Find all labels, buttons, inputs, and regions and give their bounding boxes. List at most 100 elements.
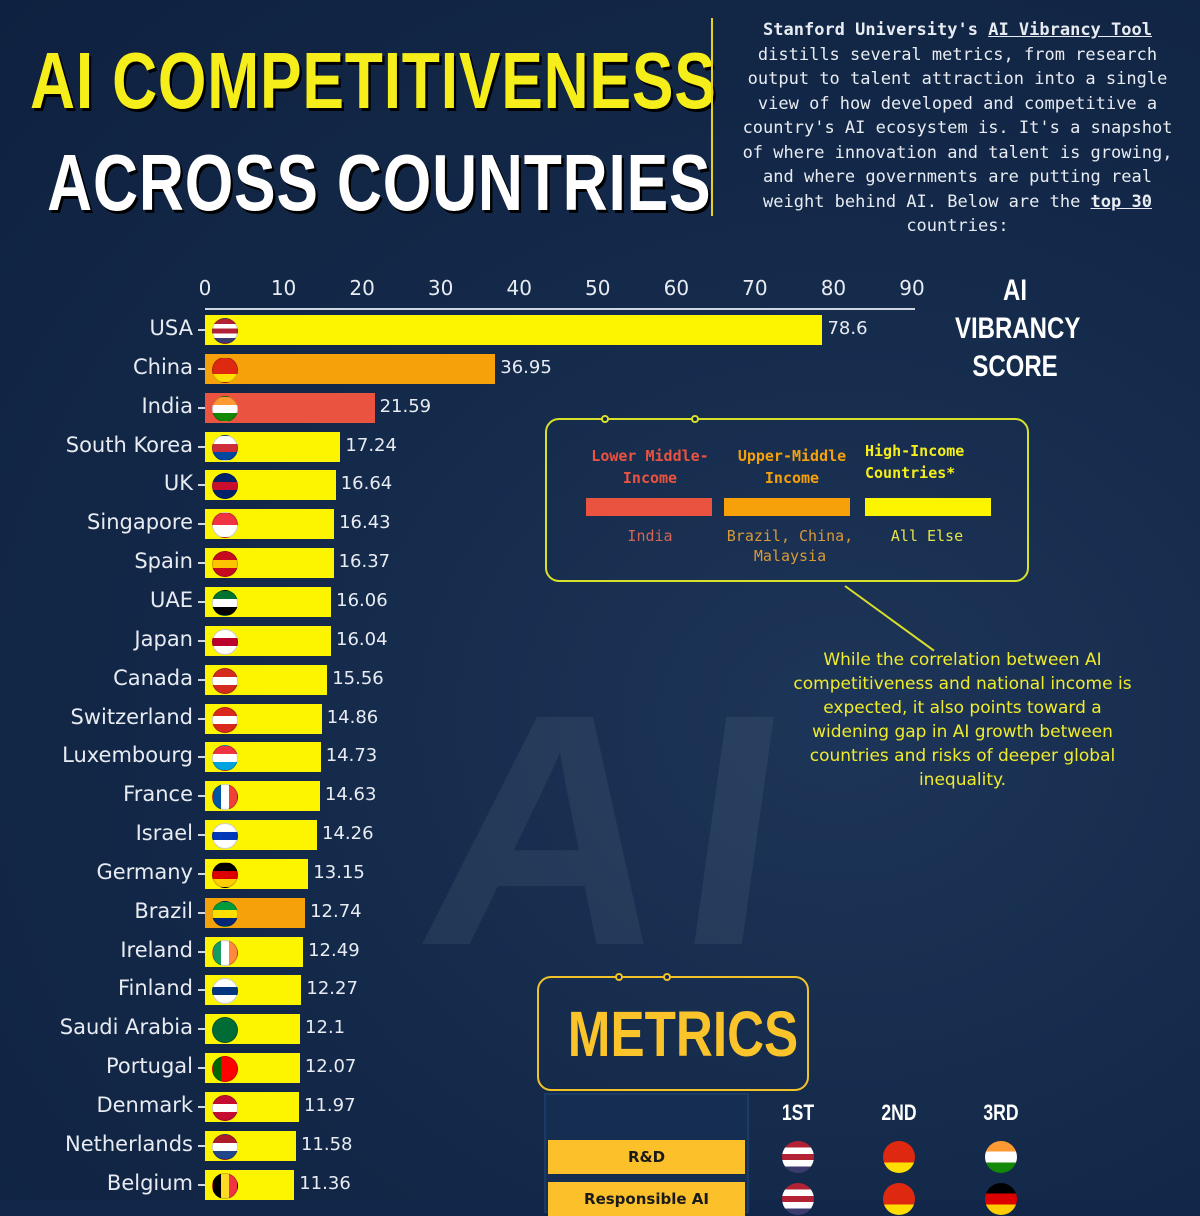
flag-icon <box>212 861 238 888</box>
flag-icon <box>212 1056 238 1083</box>
circuit-dot <box>691 415 699 423</box>
value-label: 13.15 <box>313 861 365 883</box>
flag-icon <box>212 900 238 927</box>
y-tick <box>198 756 205 759</box>
flag-icon <box>782 1141 814 1173</box>
y-tick <box>198 872 205 875</box>
x-tick-label: 50 <box>585 276 611 300</box>
y-tick <box>198 329 205 331</box>
country-label: Japan <box>134 626 193 651</box>
y-tick <box>198 1144 205 1147</box>
legend-lower-swatch <box>586 498 712 516</box>
country-label: UK <box>163 471 193 496</box>
flag-icon <box>212 823 238 850</box>
legend-high-swatch <box>865 498 991 516</box>
y-tick <box>198 1183 205 1186</box>
y-tick <box>198 445 205 448</box>
flag-icon <box>883 1141 915 1173</box>
flag-icon <box>212 628 238 655</box>
chart-row: UK 16.64 <box>0 470 1200 501</box>
chart-row: France 14.63 <box>0 781 1200 812</box>
chart-row: Denmark 11.97 <box>0 1092 1200 1122</box>
x-tick-label: 0 <box>198 276 212 300</box>
flag-icon <box>985 1183 1017 1215</box>
flag-icon <box>212 1172 238 1199</box>
y-tick <box>198 484 205 487</box>
country-label: Finland <box>117 976 193 1001</box>
chart-row: Japan 16.04 <box>0 625 1200 656</box>
country-label: India <box>141 393 193 418</box>
metrics-rank-header: 1ST <box>781 1100 815 1125</box>
value-label: 16.06 <box>336 589 388 611</box>
flag-icon <box>212 318 238 344</box>
ai-vibrancy-tool-link[interactable]: AI Vibrancy Tool <box>988 20 1152 40</box>
y-tick <box>198 911 205 914</box>
value-label: 11.58 <box>300 1133 353 1155</box>
country-label: USA <box>149 316 193 340</box>
value-label: 12.07 <box>304 1056 357 1078</box>
flag-icon <box>212 745 238 772</box>
legend-lower-members: India <box>627 527 673 545</box>
flag-icon <box>212 1133 238 1160</box>
country-label: Germany <box>96 859 193 884</box>
y-tick <box>198 717 205 720</box>
y-tick <box>198 639 205 642</box>
x-tick-label: 90 <box>899 276 925 300</box>
page-title: AI COMPETITIVENESS ACROSS COUNTRIES <box>30 30 717 234</box>
country-label: Singapore <box>87 510 193 535</box>
chart-row: Canada 15.56 <box>0 664 1200 695</box>
country-label: China <box>133 354 193 379</box>
chart-row: India 21.59 <box>0 392 1200 423</box>
y-tick <box>198 1067 205 1070</box>
chart-row: Singapore 16.43 <box>0 509 1200 540</box>
chart-row: Brazil 12.74 <box>0 897 1200 928</box>
flag-icon <box>212 784 238 811</box>
flag-icon <box>212 473 238 500</box>
metric-label: R&D <box>548 1140 745 1174</box>
flag-icon <box>212 1095 238 1121</box>
country-label: Belgium <box>106 1170 193 1195</box>
y-tick <box>198 562 205 565</box>
chart-row: China 36.95 <box>0 353 1200 384</box>
metrics-title: METRICS <box>567 998 799 1070</box>
chart-row: Portugal 12.07 <box>0 1053 1200 1084</box>
title-line-1: AI COMPETITIVENESS <box>30 36 717 125</box>
flag-icon <box>212 512 238 539</box>
chart-row: UAE 16.06 <box>0 586 1200 617</box>
flag-icon <box>212 667 238 694</box>
y-tick <box>198 367 205 370</box>
flag-icon <box>212 939 238 966</box>
value-label: 16.37 <box>338 551 391 573</box>
y-tick <box>198 834 205 837</box>
flag-icon <box>212 356 238 383</box>
country-label: Ireland <box>120 937 193 962</box>
y-tick <box>198 795 205 798</box>
bar <box>205 353 496 384</box>
y-tick <box>198 406 205 409</box>
value-label: 12.27 <box>306 978 358 1000</box>
x-tick-label: 70 <box>742 276 768 300</box>
flag-icon <box>212 434 238 461</box>
flag-icon <box>212 978 238 1005</box>
flag-icon <box>212 551 238 578</box>
chart-row: Germany 13.15 <box>0 858 1200 889</box>
metric-label: Responsible AI <box>548 1182 745 1216</box>
y-tick <box>198 989 205 992</box>
value-label: 14.73 <box>325 745 378 767</box>
value-label: 12.49 <box>308 939 360 961</box>
country-label: Denmark <box>96 1093 193 1117</box>
value-label: 15.56 <box>332 667 384 689</box>
y-tick <box>198 600 205 603</box>
flag-icon <box>883 1183 915 1215</box>
country-label: UAE <box>149 587 193 612</box>
y-tick <box>198 1106 205 1108</box>
country-label: South Korea <box>65 432 193 457</box>
chart-row: Luxembourg 14.73 <box>0 742 1200 773</box>
title-line-2: ACROSS COUNTRIES <box>47 138 712 227</box>
country-label: Switzerland <box>70 704 194 729</box>
value-label: 12.74 <box>310 900 362 922</box>
chart-row: Ireland 12.49 <box>0 936 1200 967</box>
value-label: 11.97 <box>304 1095 356 1116</box>
chart-row: Saudi Arabia 12.1 <box>0 1014 1200 1045</box>
x-tick-label: 60 <box>663 276 690 300</box>
